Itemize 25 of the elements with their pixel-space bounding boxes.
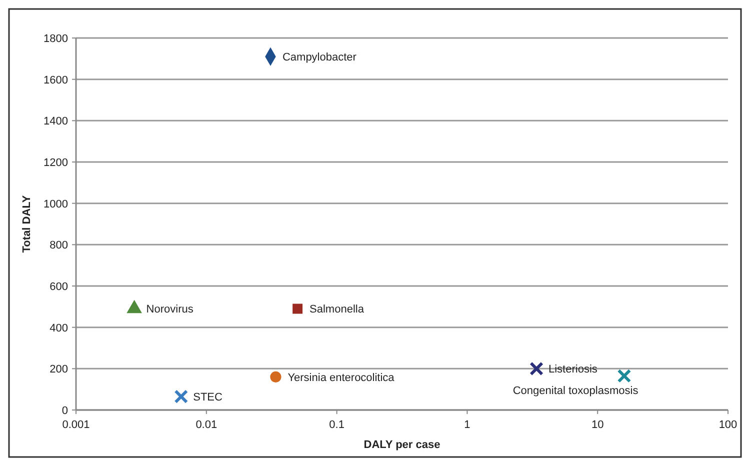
x-tick-label: 0.001 (62, 419, 90, 431)
y-axis-title: Total DALY (21, 194, 33, 253)
series-label: Congenital toxoplasmosis (512, 384, 639, 397)
x-axis-title: DALY per case (364, 439, 440, 451)
x-tick-label: 100 (718, 419, 738, 431)
series-label: Yersinia enterocolitica (288, 372, 396, 384)
x-tick-label: 0.01 (196, 419, 218, 431)
series-label: Listeriosis (548, 364, 598, 376)
y-tick-label: 200 (50, 364, 68, 376)
y-tick-label: 600 (50, 281, 68, 293)
x-tick-label: 10 (591, 419, 604, 431)
y-tick-label: 1600 (44, 74, 68, 86)
series-label: Campylobacter (282, 52, 357, 64)
y-tick-label: 800 (50, 240, 68, 252)
x-tick-label: 1 (464, 419, 470, 431)
y-tick-label: 0 (62, 405, 68, 417)
y-tick-label: 1200 (44, 157, 68, 169)
series-label: STEC (193, 392, 223, 404)
y-tick-label: 400 (50, 322, 68, 334)
series-label: Salmonella (310, 304, 365, 316)
y-tick-label: 1000 (44, 198, 68, 210)
series-label: Norovirus (146, 304, 194, 316)
x-tick-label: 0.1 (329, 419, 344, 431)
y-tick-label: 1400 (44, 116, 68, 128)
y-tick-label: 1800 (44, 33, 68, 45)
